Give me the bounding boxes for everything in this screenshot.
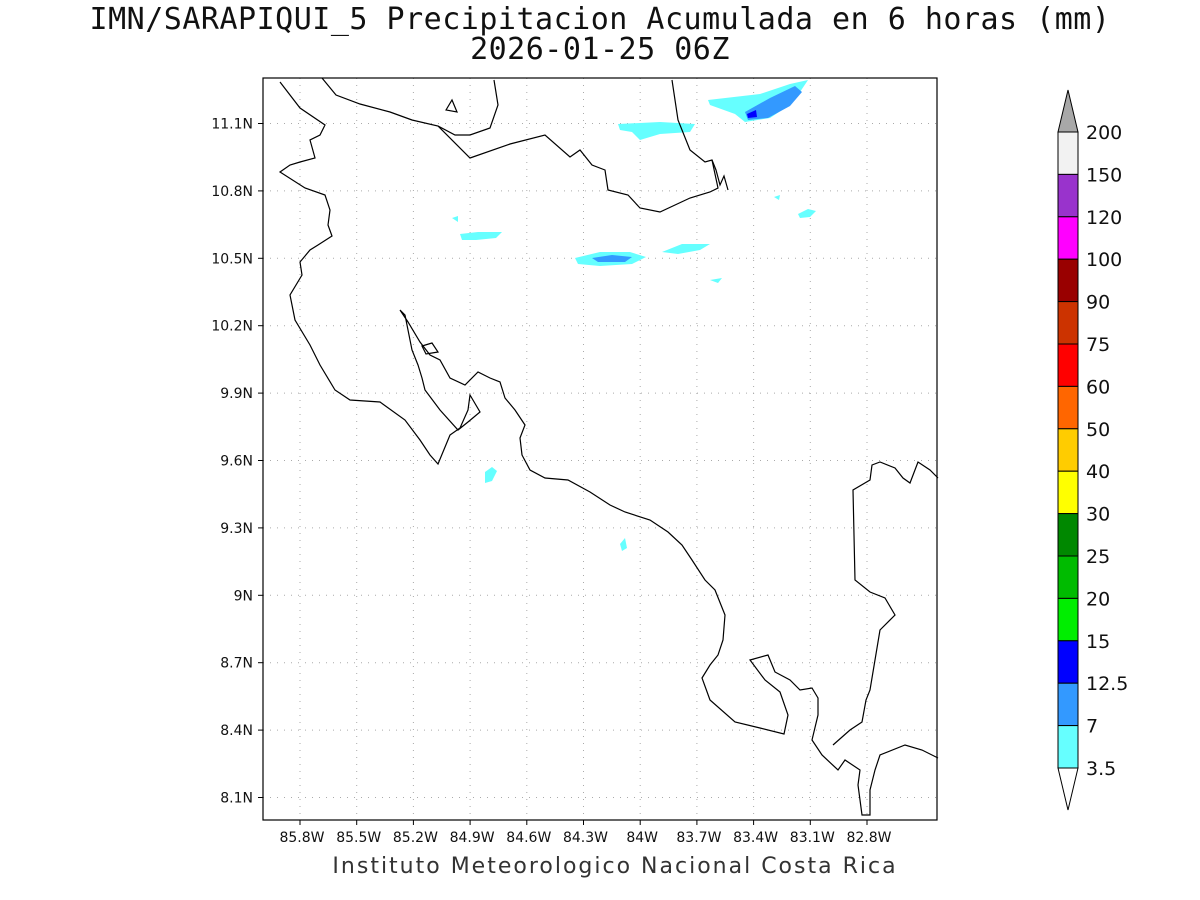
lon-tick-label: 83.7W (676, 830, 721, 846)
lat-tick-label: 11.1N (211, 117, 253, 133)
precip-area-south (620, 538, 627, 551)
colorbar-swatch (1057, 216, 1079, 260)
lake-nicaragua-shore (445, 98, 458, 113)
colorbar-swatch (1057, 385, 1079, 430)
colorbar-swatch (1057, 725, 1079, 769)
colorbar: 200 150 120 100 90 75 60 50 40 30 25 20 15 12.5 7 3.5 (1057, 89, 1128, 811)
colorbar-level-label: 75 (1086, 334, 1110, 356)
lon-tick-label: 82.8W (846, 830, 891, 846)
colorbar-swatch (1057, 301, 1079, 345)
precip-area-west-small (452, 216, 458, 222)
colorbar-level-label: 3.5 (1086, 758, 1116, 780)
lon-tick-label: 84.3W (563, 830, 608, 846)
colorbar-level-label: 15 (1086, 631, 1110, 653)
colorbar-swatch (1057, 428, 1079, 472)
coastlines-borders (278, 77, 939, 816)
lat-tick-label: 10.5N (211, 251, 253, 267)
longitude-labels: 85.8W 85.5W 85.2W 84.9W 84.6W 84.3W 84W 83.7W 83… (279, 820, 892, 846)
colorbar-level-label: 25 (1086, 546, 1110, 568)
colorbar-level-label: 100 (1086, 249, 1122, 271)
lon-tick-label: 83.4W (733, 830, 778, 846)
lat-tick-label: 10.8N (211, 184, 253, 200)
colorbar-level-label: 150 (1086, 164, 1122, 186)
nicoya-gulf-island (421, 342, 440, 355)
precip-area-nicoya-gulf (485, 467, 497, 483)
precip-area-central-north-core (592, 255, 632, 262)
map-frame (262, 77, 938, 821)
colorbar-level-label: 7 (1086, 716, 1098, 738)
lat-tick-label: 8.7N (220, 656, 253, 672)
precipitation-field (452, 80, 816, 551)
precip-area-ne-coast (708, 80, 808, 122)
pacific-coast-north (278, 81, 939, 816)
lon-tick-label: 85.2W (393, 830, 438, 846)
colorbar-swatch (1057, 343, 1079, 387)
precip-area-east-dot-2 (710, 278, 722, 283)
lat-tick-label: 9.9N (220, 386, 253, 402)
colorbar-swatch (1057, 258, 1079, 303)
lon-tick-label: 85.5W (336, 830, 381, 846)
colorbar-over-triangle (1057, 89, 1079, 133)
colorbar-swatch (1057, 131, 1079, 175)
lon-tick-label: 84W (626, 830, 658, 846)
colorbar-level-label: 60 (1086, 376, 1110, 398)
colorbar-swatch (1057, 513, 1079, 557)
footer-credit: Instituto Meteorologico Nacional Costa R… (332, 854, 898, 879)
nicaragua-border-lake-shore (321, 77, 719, 213)
precip-area-ne-coast-peak (747, 110, 757, 118)
colorbar-swatch (1057, 640, 1079, 684)
lon-tick-label: 85.8W (279, 830, 324, 846)
colorbar-level-label: 120 (1086, 207, 1122, 229)
lat-tick-label: 8.1N (220, 791, 253, 807)
lon-tick-label: 84.6W (506, 830, 551, 846)
lon-tick-label: 83.1W (790, 830, 835, 846)
colorbar-swatch (1057, 682, 1079, 727)
precip-area-ne-coast-core (745, 86, 802, 120)
colorbar-swatch (1057, 555, 1079, 599)
lon-tick-label: 84.9W (450, 830, 495, 846)
latitude-labels: 11.1N 10.8N 10.5N 10.2N 9.9N 9.6N 9.3N 9N 8.7N 8.… (211, 117, 263, 807)
lat-tick-label: 8.4N (220, 723, 253, 739)
lat-tick-label: 9.3N (220, 521, 253, 537)
colorbar-swatch (1057, 173, 1079, 218)
precip-area-central-east (662, 244, 710, 254)
colorbar-level-label: 30 (1086, 504, 1110, 526)
colorbar-level-label: 20 (1086, 588, 1110, 610)
colorbar-level-label: 50 (1086, 419, 1110, 441)
precip-area-north-1 (618, 122, 695, 140)
colorbar-swatch (1057, 470, 1079, 515)
river-san-juan (671, 79, 729, 191)
graticule (263, 78, 937, 820)
nicaragua-inland (437, 79, 499, 136)
map-subtitle: 2026-01-25 06Z (470, 32, 730, 67)
colorbar-level-label: 40 (1086, 461, 1110, 483)
map-title: IMN/SARAPIQUI_5 Precipitacion Acumulada … (89, 2, 1111, 37)
colorbar-level-label: 90 (1086, 292, 1110, 314)
precip-area-east-small (798, 209, 816, 218)
lat-tick-label: 9N (234, 588, 253, 604)
colorbar-swatch (1057, 597, 1079, 642)
colorbar-under-triangle (1057, 767, 1079, 811)
precip-area-east-dot-1 (774, 195, 780, 200)
colorbar-level-label: 12.5 (1086, 673, 1128, 695)
lat-tick-label: 9.6N (220, 454, 253, 470)
colorbar-level-label: 200 (1086, 122, 1122, 144)
osa-peninsula (832, 461, 939, 746)
precip-area-west (460, 232, 502, 240)
lat-tick-label: 10.2N (211, 319, 253, 335)
